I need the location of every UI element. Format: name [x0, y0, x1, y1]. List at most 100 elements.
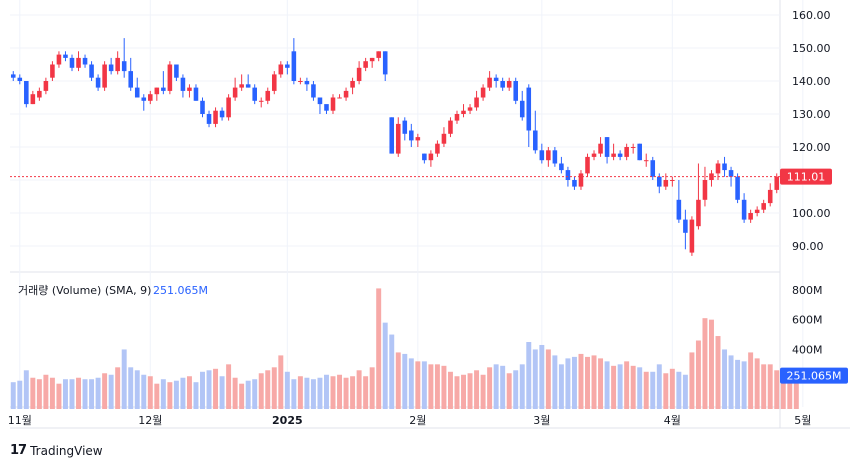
volume-legend[interactable]: 거래량 (Volume) (SMA, 9) 251.065M	[18, 284, 208, 297]
candle-body	[402, 120, 408, 134]
volume-bar	[304, 377, 310, 409]
volume-tick-label: 400M	[792, 343, 823, 356]
volume-bar	[265, 370, 271, 409]
volume-bar	[748, 352, 754, 409]
volume-bar	[650, 371, 656, 409]
volume-bar	[591, 355, 597, 409]
candle-body	[617, 153, 623, 157]
time-tick-label: 12월	[138, 414, 162, 427]
volume-bar	[17, 380, 23, 409]
volume-tick-label: 800M	[792, 284, 823, 297]
volume-bar	[160, 379, 166, 409]
volume-bar	[115, 367, 121, 409]
time-tick-label: 2월	[409, 414, 426, 427]
volume-bar	[291, 379, 297, 409]
volume-bar	[89, 379, 95, 409]
candle-body	[578, 173, 584, 187]
candle-body	[337, 97, 342, 99]
last-price-badge-bg	[780, 168, 832, 185]
volume-bar	[611, 365, 617, 409]
candle-body	[30, 94, 36, 105]
candle-body	[187, 87, 192, 91]
candle-body	[324, 104, 329, 111]
volume-bar	[656, 364, 662, 409]
candle-body	[689, 219, 695, 253]
candle-body	[95, 77, 101, 88]
volume-bar	[49, 377, 55, 409]
candle-body	[539, 150, 545, 161]
candle-body	[141, 97, 147, 101]
volume-bar	[630, 365, 636, 409]
volume-bar	[421, 361, 427, 409]
candle-body	[180, 77, 186, 91]
candle-body	[363, 61, 368, 68]
volume-bar	[741, 361, 747, 409]
volume-bar	[767, 364, 773, 409]
volume-bar	[226, 364, 232, 409]
candle-body	[761, 203, 766, 210]
volume-bar	[754, 358, 760, 409]
volume-bar	[663, 373, 669, 409]
candle-body	[121, 61, 127, 72]
price-axis[interactable]: 160.00150.00140.00130.00120.00110.00100.…	[792, 9, 831, 253]
candle-body	[774, 176, 780, 190]
candle-body	[487, 77, 492, 88]
volume-bar	[69, 379, 75, 409]
time-axis[interactable]: 11월 12월 2025 2월 3월 4월 5월	[8, 414, 812, 427]
candle-body	[232, 87, 238, 98]
volume-last-badge-bg	[780, 367, 848, 384]
candle-body	[474, 97, 479, 108]
volume-bar	[500, 365, 506, 409]
volume-bar	[624, 361, 630, 409]
volume-bar	[219, 376, 225, 409]
candle-body	[572, 180, 577, 187]
volume-bar	[278, 355, 284, 409]
candle-body	[454, 114, 460, 121]
volume-bar	[709, 319, 714, 409]
candle-body	[533, 130, 538, 151]
candle-body	[291, 51, 297, 81]
candle-body	[356, 67, 362, 81]
volume-bar	[102, 373, 108, 409]
volume-bar	[297, 376, 303, 409]
candle-body	[624, 147, 629, 157]
candle-body	[258, 100, 264, 102]
candle-body	[767, 189, 773, 204]
volume-bar	[213, 368, 219, 409]
time-tick-label: 2025	[272, 414, 303, 427]
volume-tick-label: 600M	[792, 314, 823, 327]
candle-body	[611, 153, 616, 157]
candle-body	[43, 81, 49, 91]
candle-body	[676, 199, 682, 220]
candle-body	[82, 57, 88, 65]
volume-bar	[363, 376, 369, 409]
volume-bar	[369, 367, 375, 409]
volume-bar	[558, 364, 564, 409]
volume-bar	[95, 377, 101, 409]
volume-bar	[676, 371, 682, 409]
candle-body	[526, 87, 532, 131]
candle-body	[415, 137, 421, 141]
candle-body	[213, 110, 218, 124]
candle-body	[598, 143, 603, 154]
candle-body	[422, 153, 427, 161]
volume-bar	[252, 379, 258, 409]
volume-bar	[565, 358, 571, 409]
volume-bar	[598, 358, 604, 409]
price-tick-label: 130.00	[792, 108, 831, 121]
volume-bar	[310, 379, 316, 409]
price-tick-label: 90.00	[792, 240, 824, 253]
candle-body	[193, 87, 199, 101]
time-tick-label: 5월	[794, 414, 811, 427]
candle-body	[167, 64, 173, 91]
volume-bar	[56, 383, 62, 409]
time-tick-label: 4월	[664, 414, 681, 427]
candle-body	[304, 81, 310, 85]
candlestick-series	[10, 38, 780, 256]
candle-body	[506, 81, 512, 88]
volume-bar	[585, 356, 590, 409]
candle-body	[69, 57, 75, 68]
tradingview-brand[interactable]: 17 TradingView	[10, 443, 103, 458]
candle-body	[245, 84, 251, 88]
